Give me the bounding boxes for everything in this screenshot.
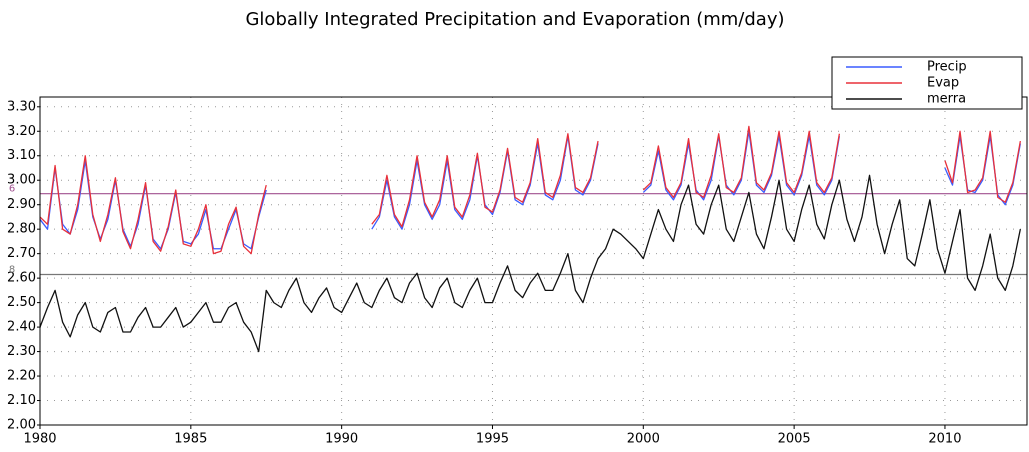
y-tick-label: 2.30 [7,344,36,359]
y-tick-label: 2.60 [7,271,36,286]
chart-title: Globally Integrated Precipitation and Ev… [245,9,784,30]
plot-frame [39,96,1028,426]
y-tick-label: 2.10 [7,393,36,408]
x-tick-label: 2010 [928,432,961,447]
y-tick-label: 3.10 [7,148,36,163]
x-tick-label: 1980 [23,432,56,447]
y-tick-label: 2.70 [7,246,36,261]
y-tick-label: 2.80 [7,222,36,237]
reference-label: 8 [9,264,15,275]
reference-label: 6 [9,184,15,195]
y-tick-label: 3.30 [7,99,36,114]
y-tick-label: 2.20 [7,369,36,384]
y-tick-label: 3.20 [7,124,36,139]
x-tick-label: 2000 [627,432,660,447]
y-tick-label: 2.50 [7,295,36,310]
series-line [40,125,1021,255]
series-line [40,174,1021,353]
x-tick-label: 1990 [325,432,358,447]
x-tick-label: 1995 [476,432,509,447]
y-tick-label: 2.90 [7,197,36,212]
y-tick-label: 3.00 [7,173,36,188]
x-tick-label: 1985 [174,432,207,447]
legend-label: Precip [927,60,967,75]
y-tick-label: 2.00 [7,418,36,433]
y-tick-label: 2.40 [7,320,36,335]
x-tick-label: 2005 [778,432,811,447]
legend-label: Evap [927,76,959,91]
series-line [40,130,1021,250]
legend-label: merra [927,92,966,107]
